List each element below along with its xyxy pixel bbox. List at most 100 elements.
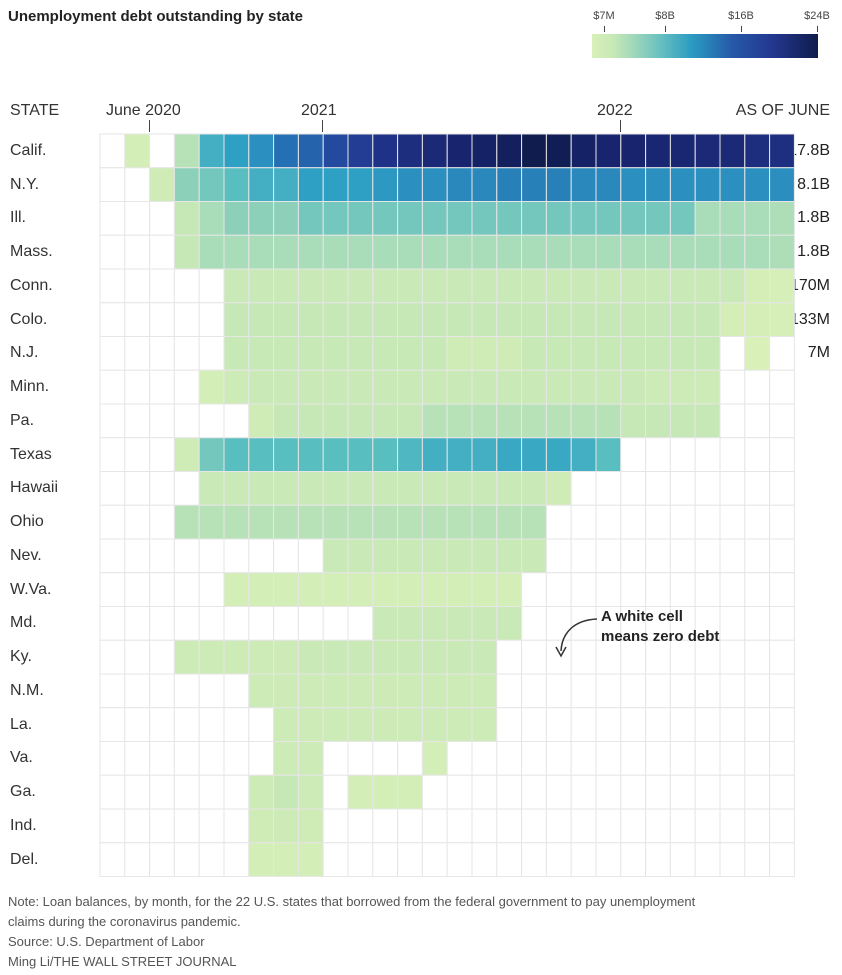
heatmap-cell bbox=[719, 774, 746, 810]
heatmap-cell bbox=[124, 606, 151, 641]
heatmap-cell bbox=[545, 369, 572, 405]
heatmap-cell bbox=[545, 808, 572, 844]
heatmap-cell bbox=[446, 133, 473, 169]
heatmap-cell bbox=[372, 842, 399, 877]
heatmap-cell bbox=[521, 504, 547, 540]
heatmap-cell bbox=[198, 302, 225, 337]
heatmap-cell bbox=[694, 302, 721, 337]
heatmap-cell bbox=[223, 707, 250, 742]
heatmap-cell bbox=[99, 673, 126, 709]
heatmap-cell bbox=[248, 302, 275, 337]
heatmap-cell bbox=[769, 707, 795, 742]
heatmap-cell bbox=[570, 201, 597, 236]
heatmap-cell bbox=[694, 808, 721, 844]
heatmap-cell bbox=[173, 606, 200, 641]
heatmap-cell bbox=[223, 302, 250, 337]
heatmap-cell bbox=[223, 234, 250, 270]
heatmap-cell bbox=[595, 234, 622, 270]
heatmap-cell bbox=[645, 234, 671, 270]
heatmap-cell bbox=[694, 403, 721, 439]
heatmap-cell bbox=[173, 302, 200, 337]
heatmap-cell bbox=[421, 268, 448, 304]
heatmap-cell bbox=[297, 504, 324, 540]
heatmap-cell bbox=[149, 336, 175, 371]
heatmap-cell bbox=[620, 471, 647, 506]
heatmap-cell bbox=[694, 538, 721, 574]
heatmap-cell bbox=[173, 234, 200, 270]
heatmap-cell bbox=[149, 842, 175, 877]
heatmap-cell bbox=[223, 741, 250, 776]
heatmap-cell bbox=[149, 538, 175, 574]
heatmap-cell bbox=[297, 167, 324, 202]
heatmap-cell bbox=[744, 133, 771, 169]
state-column-header: STATE bbox=[10, 102, 60, 119]
heatmap-cell bbox=[273, 774, 299, 810]
heatmap-cell bbox=[99, 437, 126, 472]
heatmap-cell bbox=[198, 808, 225, 844]
heatmap-cell bbox=[496, 639, 523, 675]
heatmap-cell bbox=[719, 538, 746, 574]
heatmap-cell bbox=[719, 572, 746, 607]
heatmap-cell bbox=[645, 572, 671, 607]
heatmap-cell bbox=[99, 201, 126, 236]
heatmap-cell bbox=[372, 234, 399, 270]
heatmap-cell bbox=[322, 572, 349, 607]
heatmap-cell bbox=[446, 403, 473, 439]
heatmap-cell bbox=[273, 842, 299, 877]
heatmap-cell bbox=[397, 538, 423, 574]
heatmap-cell bbox=[372, 673, 399, 709]
heatmap-cell bbox=[273, 639, 299, 675]
heatmap-cell bbox=[297, 302, 324, 337]
heatmap-cell bbox=[570, 538, 597, 574]
heatmap-cell bbox=[99, 808, 126, 844]
heatmap-cell bbox=[620, 369, 647, 405]
heatmap-cell bbox=[669, 471, 696, 506]
heatmap-cell bbox=[297, 201, 324, 236]
heatmap-cell bbox=[744, 403, 771, 439]
heatmap-cell bbox=[397, 403, 423, 439]
heatmap-cell bbox=[248, 133, 275, 169]
heatmap-cell bbox=[595, 201, 622, 236]
heatmap-cell bbox=[149, 572, 175, 607]
heatmap-cell bbox=[322, 268, 349, 304]
heatmap-cell bbox=[545, 201, 572, 236]
heatmap-cell bbox=[744, 369, 771, 405]
heatmap-cell bbox=[645, 268, 671, 304]
heatmap-cell bbox=[124, 336, 151, 371]
heatmap-cell bbox=[496, 268, 523, 304]
state-label: N.Y. bbox=[10, 175, 40, 193]
heatmap-cell bbox=[694, 639, 721, 675]
heatmap-cell bbox=[496, 538, 523, 574]
heatmap-cell bbox=[446, 808, 473, 844]
heatmap-cell bbox=[645, 606, 671, 641]
heatmap-cell bbox=[397, 167, 423, 202]
heatmap-cell bbox=[694, 336, 721, 371]
heatmap-cell bbox=[347, 437, 374, 472]
heatmap-cell bbox=[521, 167, 547, 202]
heatmap-cell bbox=[570, 437, 597, 472]
heatmap-cell bbox=[446, 302, 473, 337]
heatmap-cell bbox=[719, 437, 746, 472]
heatmap-cell bbox=[471, 741, 498, 776]
heatmap-cell bbox=[248, 741, 275, 776]
heatmap-cell bbox=[372, 538, 399, 574]
heatmap-cell bbox=[744, 707, 771, 742]
heatmap-cell bbox=[446, 774, 473, 810]
heatmap-cell bbox=[645, 437, 671, 472]
heatmap-cell bbox=[421, 234, 448, 270]
heatmap-cell bbox=[173, 403, 200, 439]
notes: Note: Loan balances, by month, for the 2… bbox=[8, 892, 828, 972]
heatmap-cell bbox=[446, 538, 473, 574]
heatmap-cell bbox=[620, 606, 647, 641]
heatmap-cell bbox=[719, 336, 746, 371]
heatmap-cell bbox=[248, 268, 275, 304]
heatmap-cell bbox=[99, 639, 126, 675]
heatmap-cell bbox=[471, 774, 498, 810]
heatmap-cell bbox=[719, 403, 746, 439]
heatmap-cell bbox=[421, 639, 448, 675]
legend-tick-mark bbox=[741, 26, 742, 32]
state-label: Minn. bbox=[10, 378, 50, 396]
heatmap-cell bbox=[372, 504, 399, 540]
heatmap-cell bbox=[397, 336, 423, 371]
heatmap-cell bbox=[521, 639, 547, 675]
